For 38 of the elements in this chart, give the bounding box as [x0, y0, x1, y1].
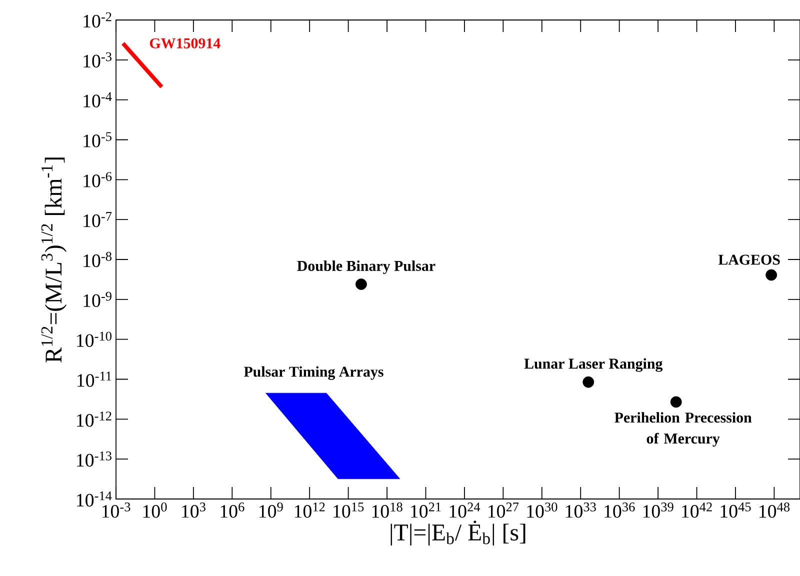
x-tick-label: 10$^{21}$ [411, 502, 441, 518]
y-tick-label: 10$^{-4}$ [84, 92, 112, 108]
x-tick-label: 10$^{18}$ [372, 502, 402, 518]
annotation: GW150914 [150, 38, 220, 48]
x-tick-label: 10$^{3}$ [182, 502, 206, 518]
y-tick-label: 10$^{-2}$ [84, 12, 112, 28]
y-tick-label: 10$^{-3}$ [84, 52, 112, 68]
x-tick-label: 10$^{9}$ [260, 502, 283, 518]
y-tick-label: 10$^{-10}$ [77, 332, 112, 347]
x-tick-label: 10$^{6}$ [220, 502, 244, 518]
x-tick-label: 10$^{0}$ [143, 502, 167, 518]
x-tick-label: 10$^{39}$ [643, 502, 674, 518]
x-tick-label: 10$^{27}$ [488, 502, 519, 518]
x-tick-label: 10$^{15}$ [334, 502, 364, 518]
y-tick-label: 10$^{-11}$ [78, 372, 112, 387]
x-tick-label: 10$^{30}$ [527, 502, 558, 518]
y-tick-label: 10$^{-12}$ [77, 412, 112, 427]
x-axis-title: |T|=|E$_{b}$/ Ė$_{b}$| [s] [390, 520, 526, 546]
x-tick-label: 10$^{36}$ [604, 502, 635, 518]
y-tick-label: 10$^{-7}$ [84, 212, 112, 228]
x-tick-label: 10$^{45}$ [720, 502, 751, 518]
y-tick-label: 10$^{-13}$ [77, 451, 112, 467]
annotation: Lunar Laser Ranging [524, 358, 663, 372]
x-tick-label: 10$^{12}$ [294, 502, 325, 518]
annotation: LAGEOS [718, 254, 780, 265]
y-tick-label: 10$^{-8}$ [84, 252, 112, 268]
y-tick-label: 10$^{-6}$ [84, 172, 112, 188]
y-tick-label: 10$^{-9}$ [84, 292, 112, 308]
annotation: Perihelion Precession of Mercury [614, 412, 752, 447]
x-tick-label: 10$^{-3}$ [102, 502, 130, 518]
annotation: Pulsar Timing Arrays [244, 366, 384, 380]
x-tick-label: 10$^{48}$ [760, 502, 790, 518]
annotation: Double Binary Pulsar [297, 260, 436, 274]
x-tick-label: 10$^{42}$ [682, 502, 712, 518]
y-tick-label: 10$^{-5}$ [84, 132, 112, 148]
text: R$^{1/2}$=(M/L$^{3}$)$^{1/2}$ [km$^{-1}$] [41, 158, 67, 363]
x-tick-label: 10$^{24}$ [450, 502, 480, 518]
x-tick-label: 10$^{33}$ [566, 502, 596, 518]
